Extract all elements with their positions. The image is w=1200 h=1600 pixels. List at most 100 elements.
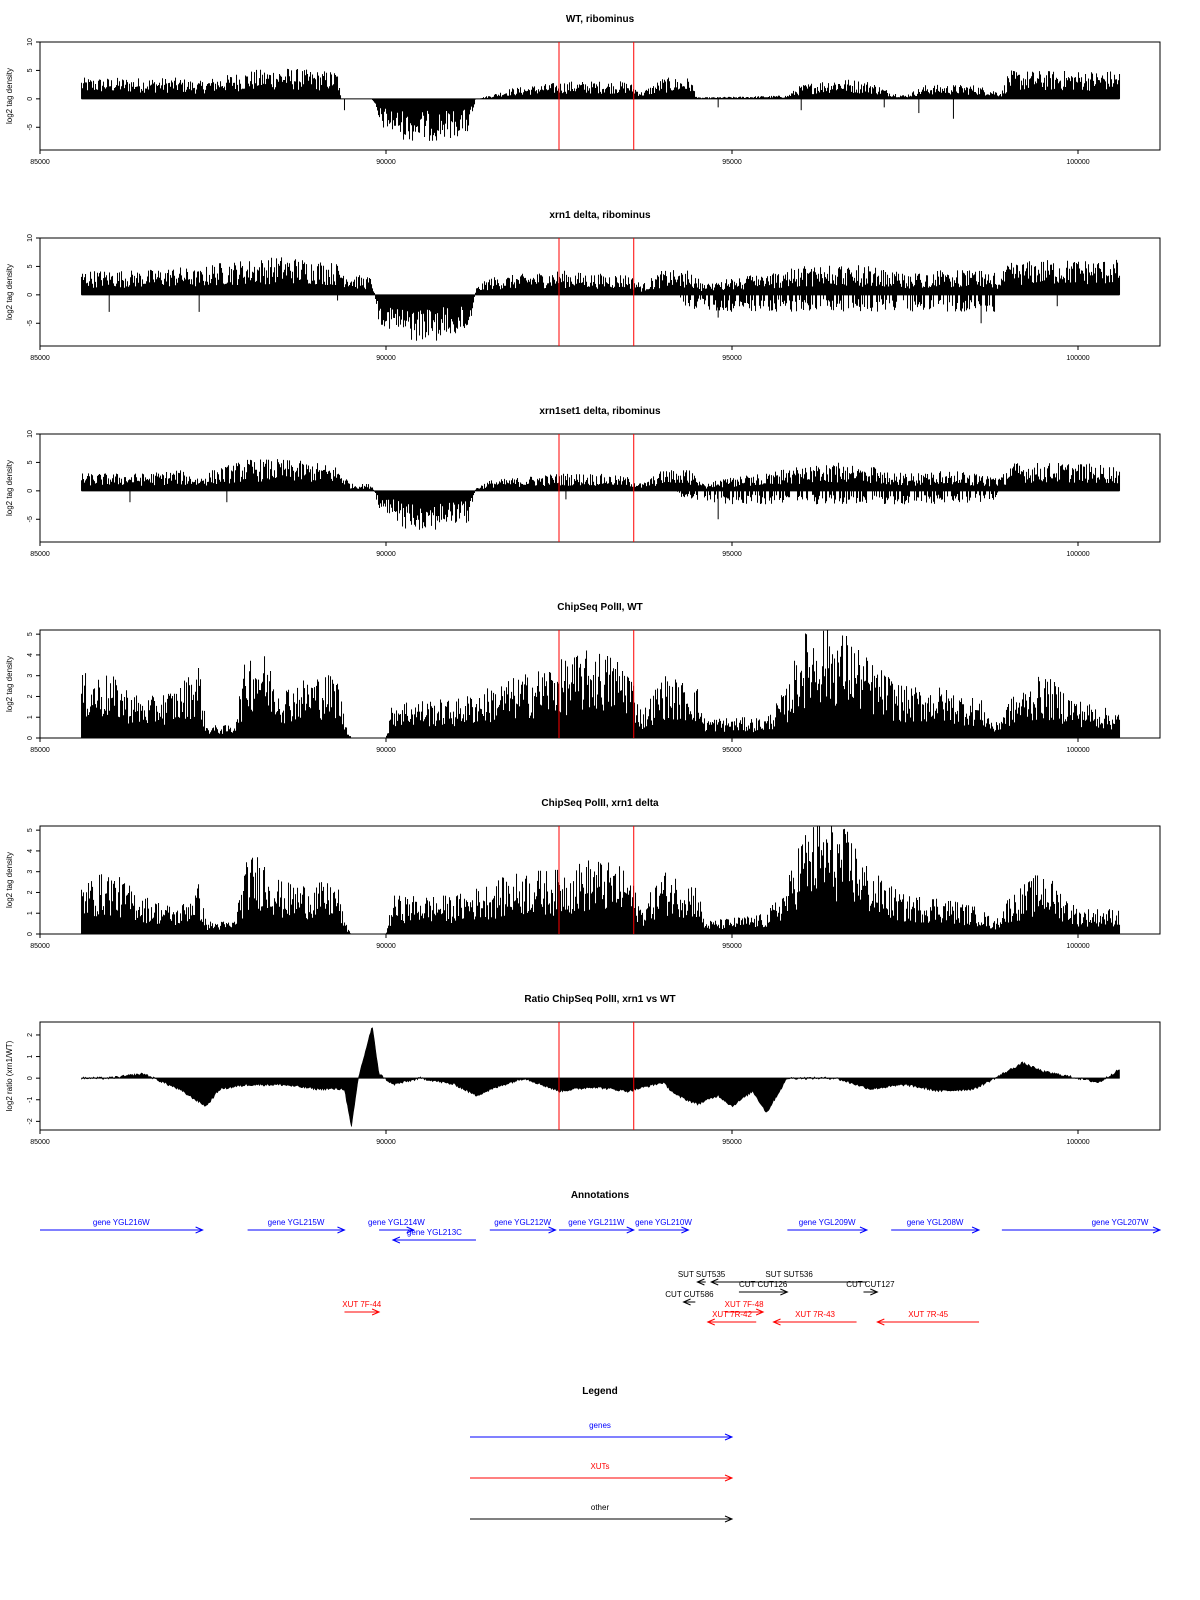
annotation-arrow-head (724, 1515, 734, 1523)
y-tick-label: 10 (27, 234, 34, 242)
annotation-item: XUT 7R-42 (706, 1310, 757, 1326)
annotation-label: gene YGL207W (1092, 1218, 1149, 1227)
annotation-label: gene YGL211W (568, 1218, 625, 1227)
chart-panel-5: Ratio ChipSeq PolII, xrn1 vs WT log2 rati… (5, 994, 1161, 1146)
legend-title: Legend (582, 1386, 618, 1397)
annotation-item: CUT CUT127 (846, 1280, 895, 1296)
x-tick-label: 90000 (376, 551, 396, 558)
annotation-item: gene YGL208W (891, 1218, 981, 1234)
y-tick-label: -5 (27, 516, 34, 522)
chart-panel-2: xrn1set1 delta, ribominus log2 tag densit… (5, 406, 1161, 558)
annotation-item: gene YGL209W (787, 1218, 869, 1234)
data-bars (81, 630, 1121, 738)
x-tick-label: 100000 (1066, 355, 1089, 362)
annotation-item: gene YGL214W (368, 1218, 425, 1234)
annotation-label: CUT CUT586 (665, 1290, 714, 1299)
x-tick-label: 90000 (376, 1139, 396, 1146)
y-tick-label: 1 (27, 1055, 34, 1059)
plot-frame (39, 237, 1161, 347)
plot-frame (39, 41, 1161, 151)
annotation-item: CUT CUT126 (738, 1280, 789, 1296)
annotation-arrow-head (391, 1236, 401, 1244)
annotation-label: XUT 7F-44 (342, 1300, 382, 1309)
y-tick-label: 10 (27, 38, 34, 46)
annotation-arrow-head (724, 1474, 734, 1482)
y-tick-label: 1 (27, 911, 34, 915)
chart-panel-4: ChipSeq PolII, xrn1 delta log2 tag densit… (5, 798, 1161, 950)
annotation-arrow-head (780, 1288, 789, 1296)
chart-title: WT, ribominus (566, 14, 635, 25)
x-tick-label: 95000 (722, 159, 742, 166)
annotation-label: gene YGL215W (268, 1218, 325, 1227)
annotation-item: gene YGL207W (1001, 1218, 1162, 1234)
annotation-label: CUT CUT126 (739, 1280, 788, 1289)
annotation-arrow-head (371, 1308, 381, 1316)
y-tick-label: -5 (27, 124, 34, 130)
annotation-label: XUT 7R-42 (712, 1310, 752, 1319)
annotation-arrow-head (682, 1298, 691, 1306)
x-tick-label: 100000 (1066, 943, 1089, 950)
annotation-arrow-head (709, 1278, 719, 1286)
annotation-item: gene YGL212W (489, 1218, 557, 1234)
x-tick-label: 85000 (30, 355, 50, 362)
annotation-label: gene YGL208W (907, 1218, 964, 1227)
y-tick-label: 3 (27, 870, 34, 874)
data-bars (81, 68, 1121, 141)
annotation-item: gene YGL215W (247, 1218, 346, 1234)
y-tick-label: -5 (27, 320, 34, 326)
annotation-label: CUT CUT127 (846, 1280, 895, 1289)
annotation-label: gene YGL212W (494, 1218, 551, 1227)
legend-label: genes (589, 1421, 611, 1430)
annotation-label: SUT SUT536 (765, 1270, 813, 1279)
y-tick-label: 5 (27, 68, 34, 72)
annotation-item: gene YGL210W (635, 1218, 692, 1234)
annotations-title: Annotations (571, 1190, 630, 1201)
x-tick-label: 85000 (30, 159, 50, 166)
y-axis-label: log2 tag density (5, 852, 14, 908)
annotation-item: XUT 7R-45 (876, 1310, 980, 1326)
y-tick-label: 5 (27, 632, 34, 636)
x-tick-label: 95000 (722, 1139, 742, 1146)
annotation-arrow-head (870, 1288, 879, 1296)
y-tick-label: 4 (27, 849, 34, 853)
x-tick-label: 90000 (376, 943, 396, 950)
x-tick-label: 100000 (1066, 159, 1089, 166)
annotation-arrow-head (706, 1318, 715, 1326)
annotation-arrow-head (724, 1433, 734, 1441)
x-tick-label: 85000 (30, 1139, 50, 1146)
data-bars (81, 459, 1121, 530)
annotation-item: gene YGL211W (559, 1218, 636, 1234)
y-tick-label: 10 (27, 430, 34, 438)
y-tick-label: 0 (27, 489, 34, 493)
annotation-arrow-head (696, 1278, 705, 1286)
data-bars (81, 826, 1121, 934)
x-tick-label: 90000 (376, 355, 396, 362)
annotation-arrow-head (406, 1226, 415, 1234)
y-tick-label: 2 (27, 694, 34, 698)
y-tick-label: 0 (27, 1076, 34, 1080)
annotation-arrow-head (626, 1226, 636, 1234)
x-tick-label: 90000 (376, 747, 396, 754)
chart-panel-0: WT, ribominus log2 tag density -5 0 5 10 85000… (5, 14, 1161, 166)
annotation-arrow-head (548, 1226, 557, 1234)
y-tick-label: -1 (27, 1097, 34, 1103)
y-tick-label: 5 (27, 460, 34, 464)
y-axis-label: log2 ratio (xrn1/WT) (5, 1040, 14, 1111)
y-tick-label: 0 (27, 97, 34, 101)
annotation-arrow-head (859, 1226, 869, 1234)
y-axis-label: log2 tag density (5, 460, 14, 516)
x-tick-label: 95000 (722, 747, 742, 754)
legend-item: other (470, 1503, 734, 1523)
annotation-label: gene YGL209W (799, 1218, 856, 1227)
x-tick-label: 95000 (722, 551, 742, 558)
x-tick-label: 100000 (1066, 1139, 1089, 1146)
y-axis-label: log2 tag density (5, 656, 14, 712)
annotation-label: gene YGL213C (407, 1228, 462, 1237)
y-tick-label: 2 (27, 1033, 34, 1037)
annotation-label: SUT SUT535 (678, 1270, 726, 1279)
legend-label: other (591, 1503, 610, 1512)
annotation-label: gene YGL214W (368, 1218, 425, 1227)
chart-panel-1: xrn1 delta, ribominus log2 tag density -5 0… (5, 210, 1161, 362)
y-tick-label: 5 (27, 264, 34, 268)
annotation-arrow-head (876, 1318, 885, 1326)
